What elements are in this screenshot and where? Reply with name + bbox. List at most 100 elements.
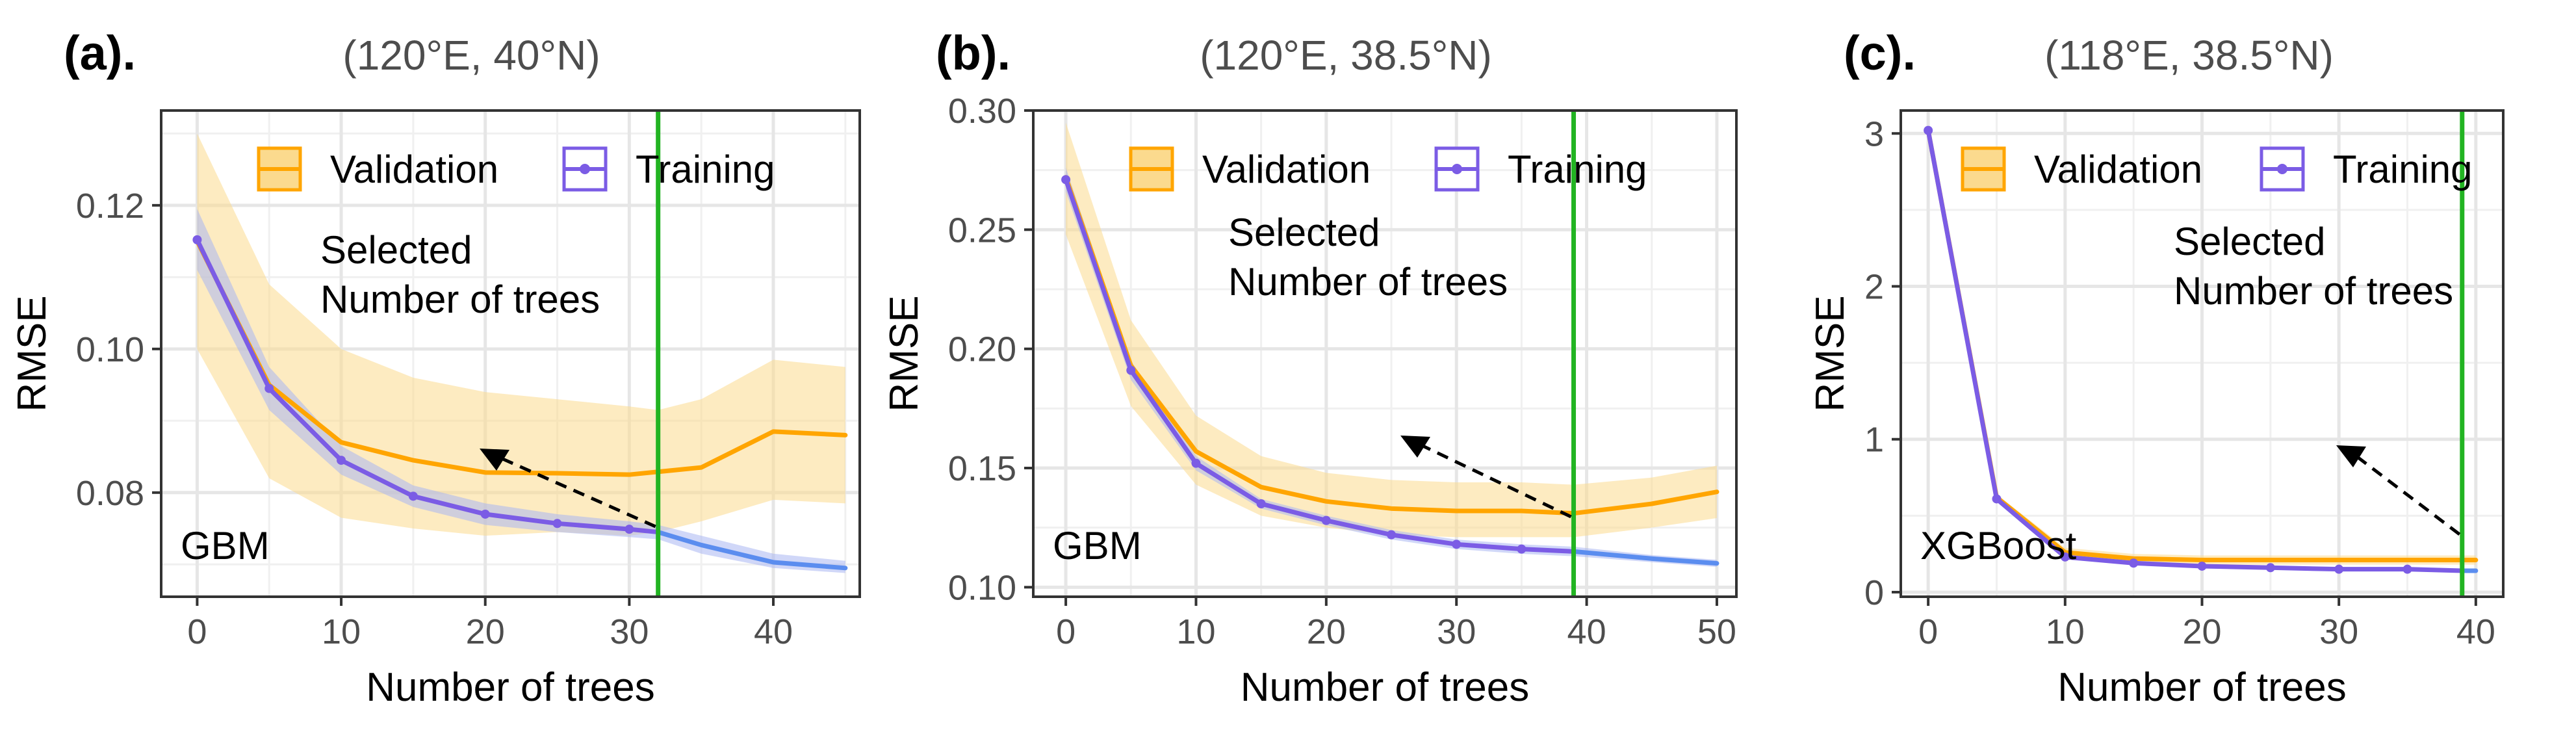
y-tick-label: 0.25 bbox=[948, 211, 1016, 250]
y-tick-label: 2 bbox=[1864, 268, 1884, 307]
training-point bbox=[1126, 365, 1136, 375]
x-tick-label: 10 bbox=[1176, 612, 1215, 651]
x-tick-label: 0 bbox=[187, 612, 207, 651]
legend-label-training: Training bbox=[1508, 148, 1647, 191]
training-point bbox=[1387, 530, 1397, 540]
training-point bbox=[1452, 540, 1462, 549]
legend: Validation Training bbox=[257, 146, 775, 192]
panel-border bbox=[1032, 109, 1738, 598]
x-tick-label: 30 bbox=[2319, 612, 2358, 651]
training-point bbox=[408, 491, 418, 501]
panel-label: (b). bbox=[936, 26, 1011, 80]
legend-key-training-point bbox=[1452, 164, 1462, 174]
y-tick-label: 0.10 bbox=[76, 330, 144, 369]
validation-line bbox=[1063, 175, 1719, 516]
chart-panel-1: 0 10 20 30 40 0.08 0.10 0.12 Number of trees RMSE… bbox=[10, 26, 861, 710]
data-layer bbox=[192, 133, 848, 573]
panel-label: (c). bbox=[1844, 26, 1916, 80]
x-tick-label: 40 bbox=[2456, 612, 2495, 651]
x-tick-label: 20 bbox=[2182, 612, 2221, 651]
x-tick-label: 0 bbox=[1056, 612, 1075, 651]
legend-label-validation: Validation bbox=[330, 148, 498, 191]
legend-key-training-point bbox=[2277, 164, 2287, 174]
training-point bbox=[1256, 499, 1266, 508]
y-tick-label: 0 bbox=[1864, 573, 1884, 612]
training-point bbox=[2197, 561, 2207, 571]
legend-key-training-point bbox=[580, 164, 590, 174]
training-point bbox=[1061, 175, 1071, 185]
training-point bbox=[1517, 544, 1526, 554]
training-point bbox=[625, 525, 634, 534]
y-axis-title: RMSE bbox=[1808, 295, 1853, 411]
training-point bbox=[480, 509, 490, 519]
x-tick-label: 30 bbox=[610, 612, 649, 651]
training-point bbox=[2060, 552, 2070, 562]
y-axis-title: RMSE bbox=[10, 295, 55, 411]
panel-title: (118°E, 38.5°N) bbox=[2044, 32, 2334, 79]
training-point bbox=[1321, 515, 1331, 525]
annotation-arrow-shaft bbox=[1413, 440, 1572, 519]
annotation-arrow-head bbox=[1400, 436, 1430, 458]
x-axis-title: Number of trees bbox=[366, 665, 655, 710]
training-point bbox=[337, 456, 346, 465]
annotation-arrow-head bbox=[480, 449, 509, 471]
data-layer bbox=[1924, 125, 2479, 574]
validation-band bbox=[1066, 122, 1717, 538]
y-tick-label: 0.12 bbox=[76, 187, 144, 226]
panel-label: (a). bbox=[64, 26, 136, 80]
y-tick-label: 0.08 bbox=[76, 474, 144, 513]
panel-border bbox=[160, 109, 861, 598]
training-point bbox=[1924, 125, 1933, 135]
training-point bbox=[192, 235, 202, 244]
training-point bbox=[2402, 564, 2412, 574]
data-layer bbox=[1061, 122, 1719, 567]
x-tick-label: 50 bbox=[1697, 612, 1736, 651]
training-extension-band bbox=[658, 525, 845, 573]
y-axis-title: RMSE bbox=[882, 295, 927, 411]
y-tick-label: 1 bbox=[1864, 421, 1884, 460]
x-tick-label: 20 bbox=[1307, 612, 1346, 651]
training-line bbox=[194, 237, 661, 535]
legend: Validation Training bbox=[1129, 146, 1647, 192]
model-label: XGBoost bbox=[1920, 524, 2076, 567]
training-point bbox=[2129, 558, 2139, 568]
panel-title: (120°E, 40°N) bbox=[342, 32, 600, 79]
y-tick-label: 0.30 bbox=[948, 92, 1016, 131]
validation-line bbox=[194, 239, 848, 477]
annotation-arrow-shaft bbox=[2349, 450, 2461, 536]
y-tick-label: 0.20 bbox=[948, 330, 1016, 369]
y-tick-label: 0.15 bbox=[948, 449, 1016, 488]
x-axis-title: Number of trees bbox=[2057, 665, 2347, 710]
annotation-line-1: Selected bbox=[2174, 220, 2326, 263]
legend-label-training: Training bbox=[2333, 148, 2473, 191]
annotation-line-2: Number of trees bbox=[1228, 260, 1508, 304]
y-tick-label: 3 bbox=[1864, 114, 1884, 153]
training-point bbox=[552, 519, 562, 528]
training-point bbox=[264, 384, 274, 393]
chart-panel-3: 0 10 20 30 40 0 1 2 3 Number of trees RMSE (c). (118… bbox=[1808, 26, 2505, 710]
x-axis-title: Number of trees bbox=[1241, 665, 1530, 710]
chart-panel-2: 0 10 20 30 40 50 0.10 0.15 0.20 0.25 0.30 Number of… bbox=[882, 26, 1738, 710]
training-point bbox=[2334, 564, 2344, 574]
annotation-line-1: Selected bbox=[320, 228, 472, 272]
training-point bbox=[2265, 563, 2275, 573]
x-tick-label: 10 bbox=[322, 612, 361, 651]
y-tick-label: 0.10 bbox=[948, 568, 1016, 607]
annotation-line-1: Selected bbox=[1228, 211, 1380, 254]
training-point bbox=[1191, 458, 1201, 468]
validation-band bbox=[197, 133, 845, 536]
x-tick-label: 20 bbox=[466, 612, 505, 651]
x-tick-label: 10 bbox=[2046, 612, 2085, 651]
annotation-arrow-head bbox=[2336, 445, 2366, 467]
panel-title: (120°E, 38.5°N) bbox=[1200, 32, 1492, 79]
model-label: GBM bbox=[181, 524, 270, 567]
training-point bbox=[1992, 494, 2002, 504]
x-tick-label: 0 bbox=[1918, 612, 1938, 651]
training-extension-line bbox=[656, 530, 848, 571]
training-extension-line bbox=[1571, 549, 1719, 566]
legend: Validation Training bbox=[1961, 146, 2473, 192]
x-tick-label: 30 bbox=[1437, 612, 1476, 651]
annotation-arrow-shaft bbox=[493, 453, 656, 528]
legend-label-training: Training bbox=[636, 148, 775, 191]
